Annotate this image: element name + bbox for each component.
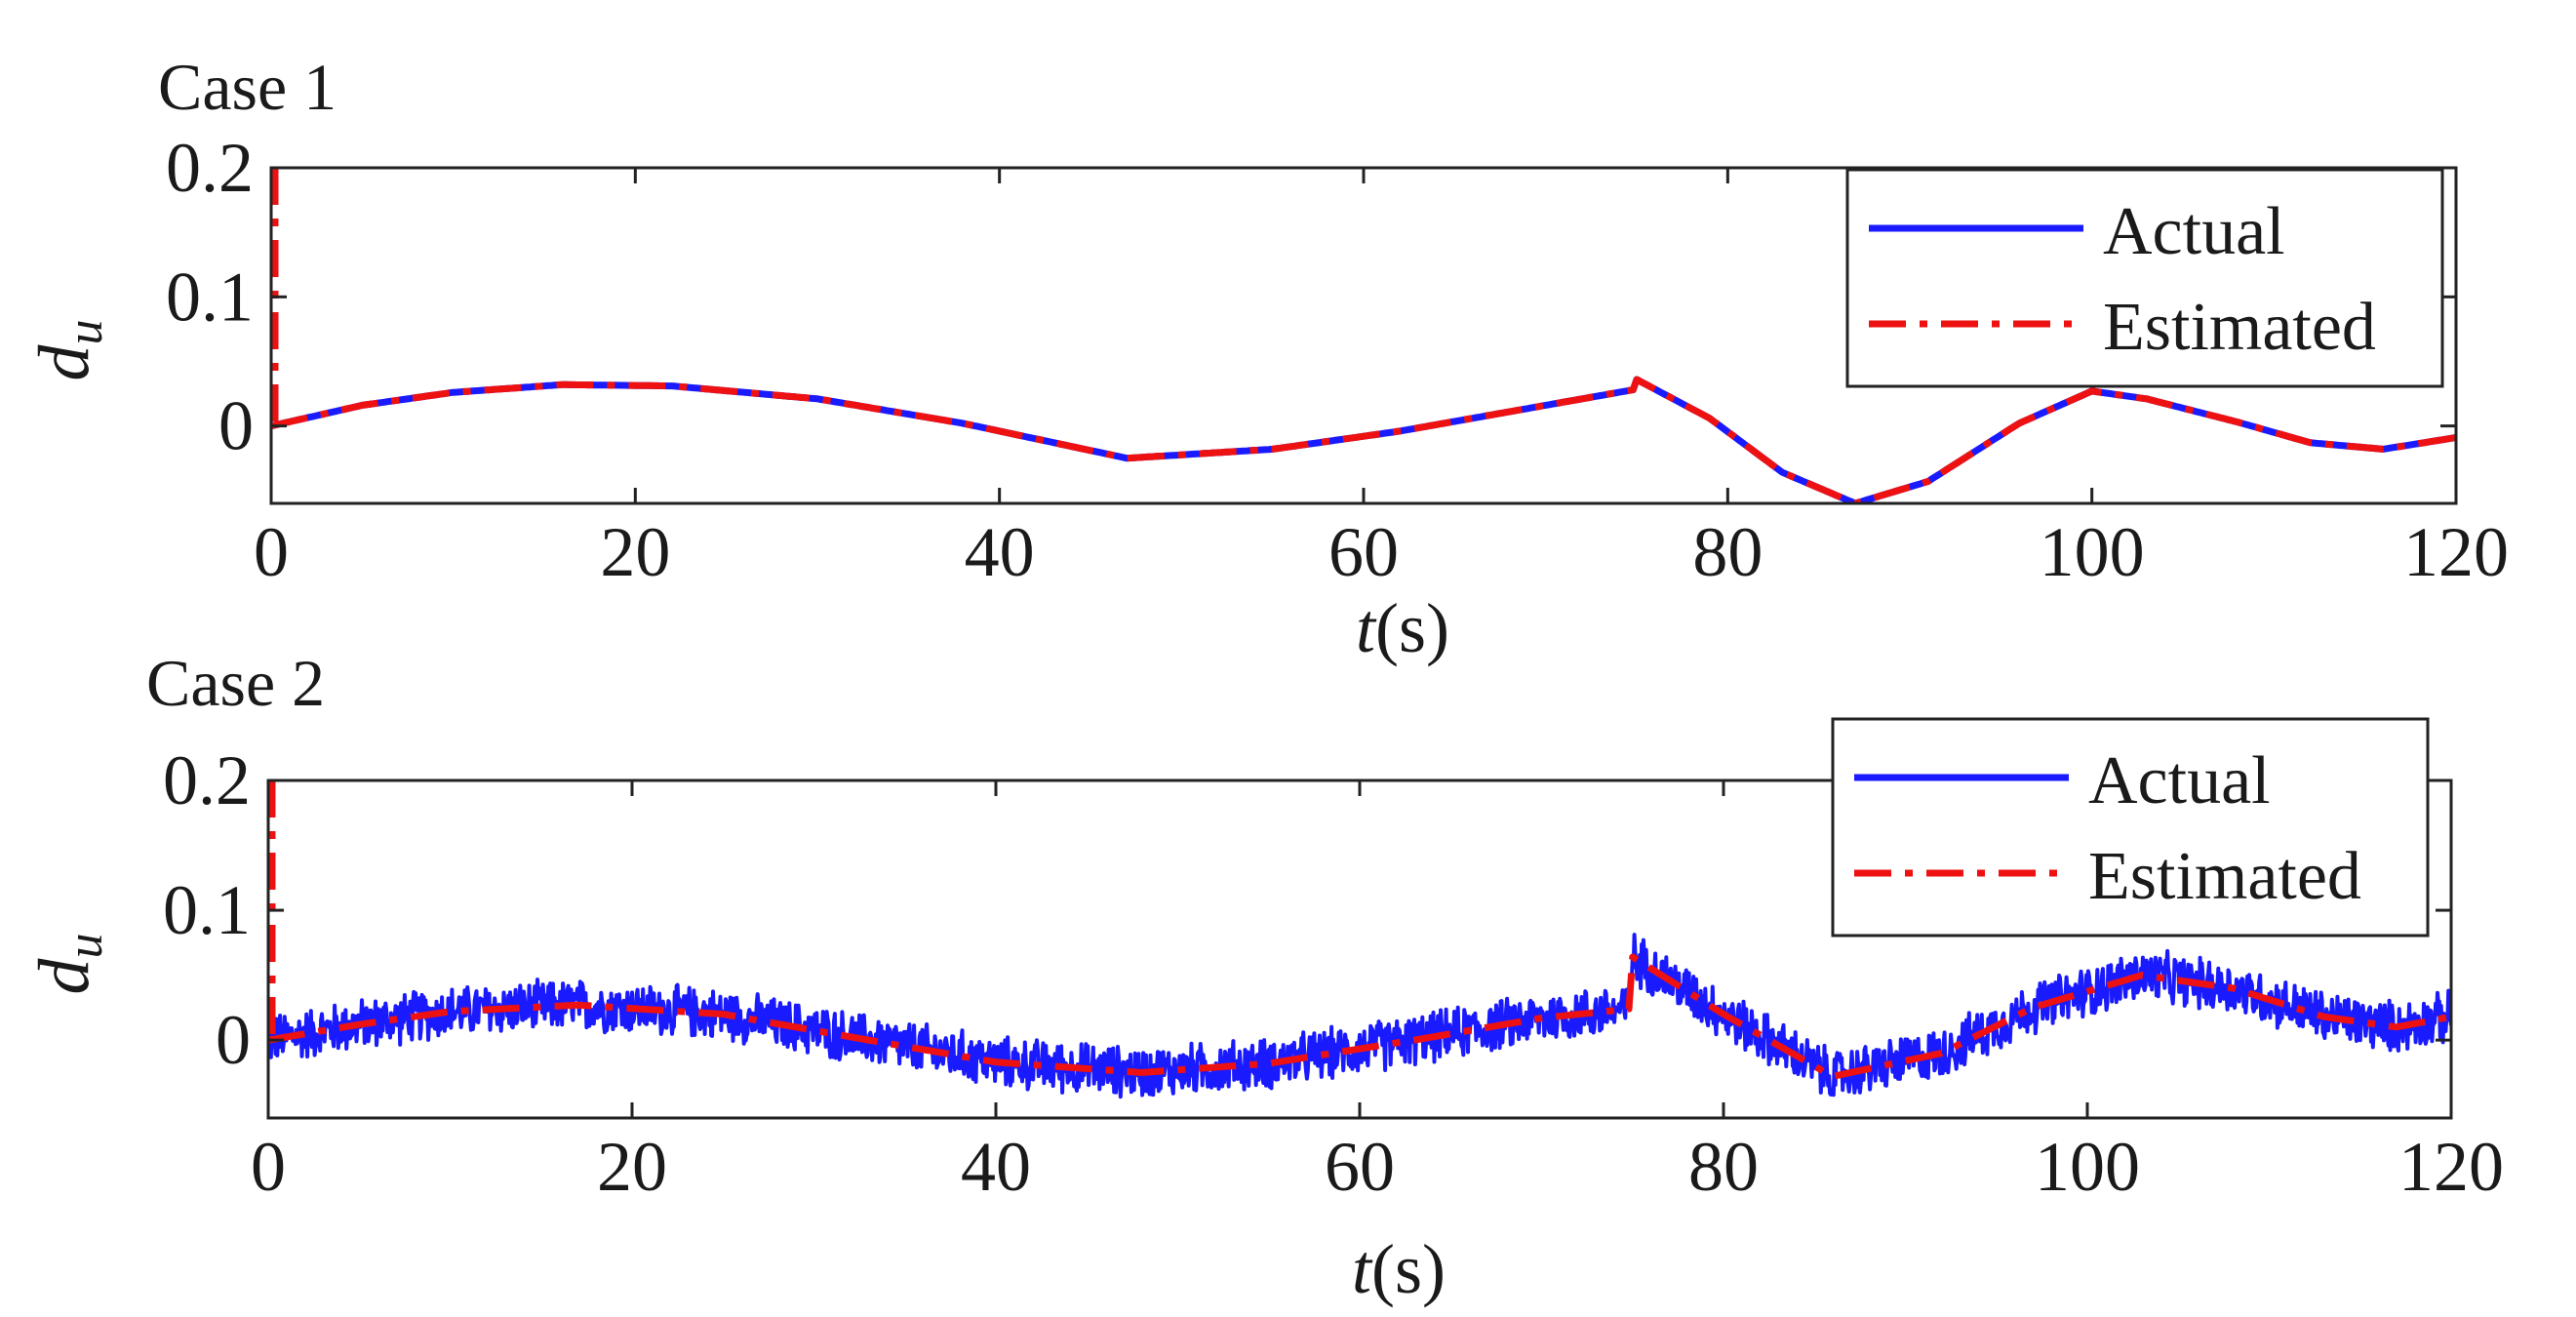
x-axis-label: t(s) [1356, 589, 1449, 667]
legend: Actual Estimated [1845, 168, 2444, 388]
x-tick-label: 20 [597, 1128, 667, 1206]
x-tick-label: 100 [2040, 513, 2145, 591]
y-tick-label: 0.1 [163, 871, 251, 949]
x-tick-label: 100 [2035, 1128, 2140, 1206]
x-tick-label: 80 [1692, 513, 1763, 591]
x-tick-label: 80 [1688, 1128, 1759, 1206]
chart-1: Case 1 0 20 40 60 80 100 120 0 0.1 0.2 t(s) du Actual… [24, 50, 2509, 667]
legend-label-actual: Actual [2088, 743, 2271, 818]
y-axis-label: du [24, 934, 113, 995]
legend-label-estimated: Estimated [2103, 290, 2376, 365]
legend: Actual Estimated [1831, 717, 2430, 938]
x-tick-label: 20 [600, 513, 670, 591]
chart-2: Case 2 0 20 40 60 80 100 120 0 0.1 0.2 t(s) du Actual… [24, 646, 2504, 1308]
chart-title: Case 2 [146, 646, 325, 720]
legend-label-estimated: Estimated [2088, 839, 2361, 914]
legend-label-actual: Actual [2103, 194, 2285, 269]
x-tick-label: 0 [254, 513, 289, 591]
series-line-estimated [268, 953, 2451, 1080]
legend-box [1845, 168, 2444, 388]
y-axis-label: du [24, 320, 113, 381]
chart-title: Case 1 [158, 50, 337, 124]
series-line-actual [271, 376, 2456, 503]
series-line-estimated [271, 376, 2456, 503]
x-tick-label: 0 [251, 1128, 286, 1206]
legend-box [1831, 717, 2430, 938]
y-tick-label: 0.2 [163, 741, 251, 819]
y-tick-label: 0 [216, 1001, 251, 1079]
x-tick-label: 60 [1325, 1128, 1395, 1206]
x-axis-label: t(s) [1352, 1230, 1446, 1308]
y-tick-label: 0.2 [166, 129, 254, 207]
x-tick-label: 60 [1328, 513, 1399, 591]
x-tick-label: 120 [2403, 513, 2509, 591]
y-tick-label: 0 [218, 387, 254, 465]
x-tick-label: 40 [961, 1128, 1031, 1206]
y-tick-label: 0.1 [166, 258, 254, 336]
x-tick-label: 120 [2398, 1128, 2504, 1206]
x-tick-label: 40 [965, 513, 1035, 591]
series-line-actual [268, 933, 2451, 1099]
